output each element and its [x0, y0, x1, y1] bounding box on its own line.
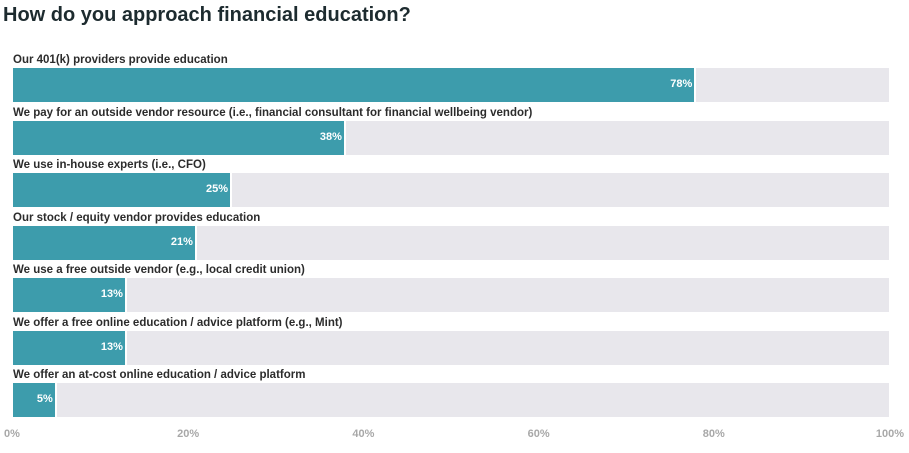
bar: 5%: [13, 383, 57, 417]
bar-row: We use in-house experts (i.e., CFO) 25%: [13, 158, 889, 210]
bar-value-label: 13%: [100, 340, 123, 353]
category-label: We offer an at-cost online education / a…: [13, 369, 306, 381]
bar-row: Our 401(k) providers provide education 78…: [13, 53, 889, 105]
category-label: Our stock / equity vendor provides educa…: [13, 211, 261, 224]
bar-row: We use a free outside vendor (e.g., loca…: [13, 263, 889, 315]
bar-track: 13%: [13, 330, 889, 365]
bar: 21%: [13, 225, 197, 260]
bar-row: Our stock / equity vendor provides educa…: [13, 211, 889, 263]
category-label: We use a free outside vendor (e.g., loca…: [13, 264, 305, 276]
bar-row: We offer an at-cost online education / a…: [13, 368, 889, 420]
category-label: We pay for an outside vendor resource (i…: [13, 106, 533, 119]
bar-track: 13%: [13, 278, 889, 312]
bar-track: 25%: [13, 173, 889, 207]
bar-track: 78%: [13, 68, 889, 102]
category-label: Our 401(k) providers provide education: [13, 54, 228, 66]
bar-track: 5%: [13, 383, 889, 417]
x-tick-label: 60%: [527, 428, 550, 440]
x-tick-label: 40%: [352, 428, 375, 440]
chart-title: How do you approach financial education?: [3, 4, 411, 26]
bar-track: 21%: [13, 225, 889, 260]
bar: 38%: [13, 120, 346, 155]
bar: 78%: [13, 68, 697, 102]
bar-value-label: 13%: [100, 288, 123, 300]
bar: 13%: [13, 278, 127, 312]
bar-value-label: 21%: [170, 235, 193, 248]
bar-row: We pay for an outside vendor resource (i…: [13, 106, 889, 158]
x-tick-label: 80%: [702, 428, 725, 440]
category-label: We offer a free online education / advic…: [13, 316, 343, 329]
bar: 25%: [13, 173, 232, 207]
x-tick-label: 0%: [4, 428, 20, 440]
bar-value-label: 38%: [319, 130, 342, 143]
bar-value-label: 25%: [205, 183, 228, 195]
bar-value-label: 78%: [670, 78, 693, 90]
bar-value-label: 5%: [36, 393, 53, 405]
x-tick-label: 100%: [875, 428, 904, 440]
bar-row: We offer a free online education / advic…: [13, 316, 889, 368]
bar-track: 38%: [13, 120, 889, 155]
x-tick-label: 20%: [177, 428, 200, 440]
category-label: We use in-house experts (i.e., CFO): [13, 159, 206, 171]
bar: 13%: [13, 330, 127, 365]
